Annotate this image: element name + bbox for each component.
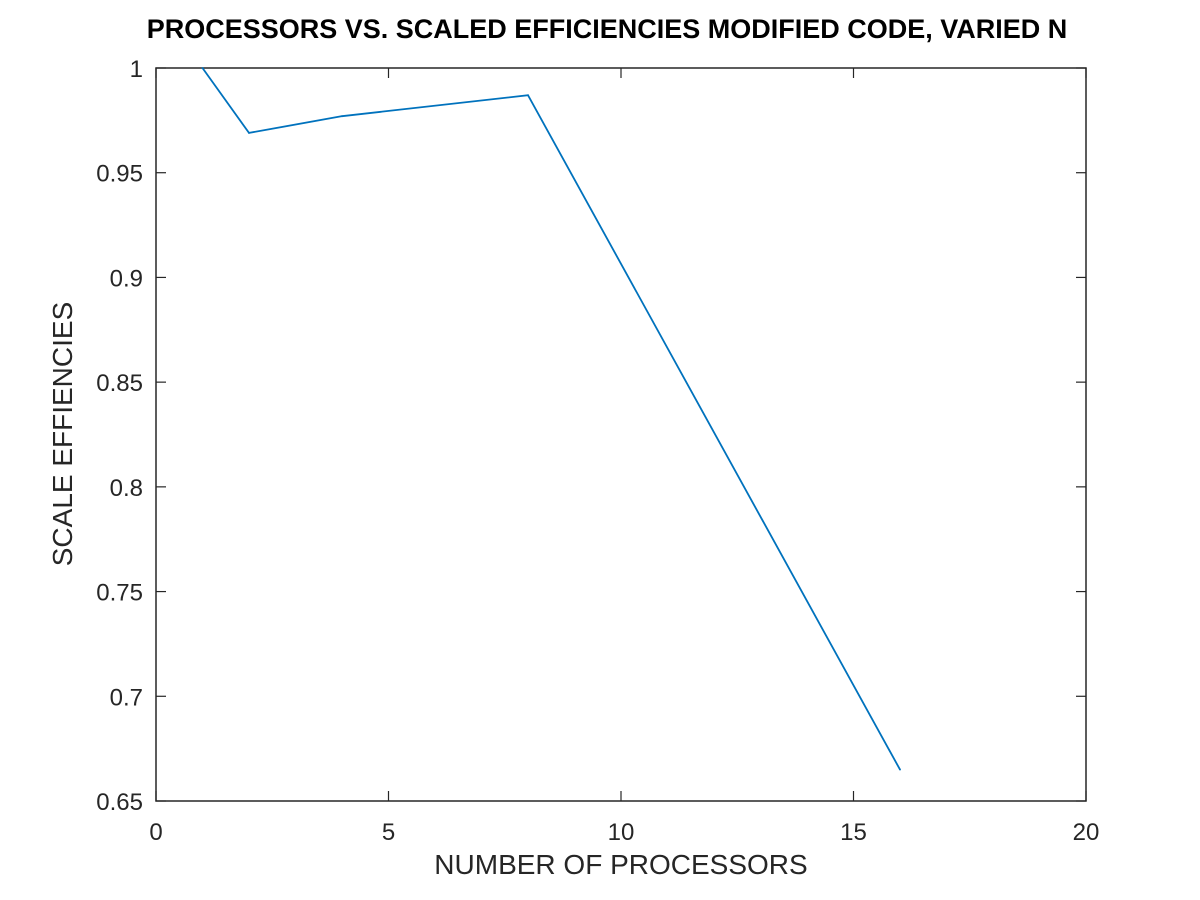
- y-tick-label: 0.95: [96, 161, 143, 188]
- x-tick-label: 20: [1073, 819, 1100, 846]
- x-tick-label: 5: [382, 819, 395, 846]
- x-tick-label: 0: [149, 819, 162, 846]
- y-tick-label: 0.75: [96, 580, 143, 607]
- data-point: [248, 132, 250, 134]
- y-tick-label: 0.85: [96, 370, 143, 397]
- y-tick-label: 0.8: [110, 475, 143, 502]
- data-point: [201, 67, 204, 69]
- x-tick-label: 15: [840, 819, 867, 846]
- data-point: [341, 115, 343, 118]
- y-axis-ticks: 0.65 0.7 0.75 0.8 0.85 0.9 0.95 1: [96, 56, 1086, 816]
- x-axis-title: NUMBER OF PROCESSORS: [434, 849, 807, 880]
- data-point: [899, 768, 901, 771]
- y-tick-label: 1: [130, 56, 143, 83]
- y-axis-title: SCALE EFFIENCIES: [47, 302, 78, 567]
- y-tick-label: 0.7: [110, 684, 143, 711]
- data-point: [527, 94, 529, 97]
- x-axis-ticks: 0 5 10 15 20: [149, 68, 1099, 846]
- plot-frame: [155, 67, 1087, 802]
- y-tick-label: 0.65: [96, 789, 143, 816]
- y-tick-label: 0.9: [110, 265, 143, 292]
- x-tick-label: 10: [608, 819, 635, 846]
- series-points: [201, 67, 901, 771]
- chart-title: PROCESSORS VS. SCALED EFFICIENCIES MODIF…: [147, 14, 1068, 44]
